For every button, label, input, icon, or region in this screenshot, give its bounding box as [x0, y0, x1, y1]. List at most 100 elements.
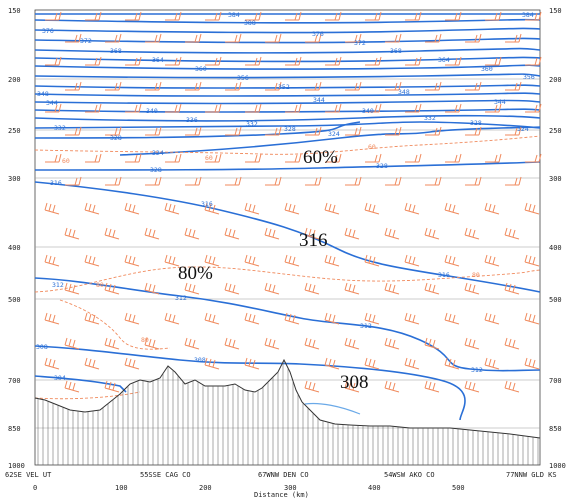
pressure-label-left: 850: [8, 425, 21, 433]
wind-barb: [45, 153, 62, 163]
pressure-label-right: 300: [549, 175, 562, 183]
isentrope-label: 312: [52, 281, 64, 289]
terrain-line: [34, 358, 541, 439]
wind-barb: [104, 380, 120, 393]
wind-barb: [85, 56, 102, 66]
wind-barb: [485, 153, 502, 163]
wind-barb: [345, 176, 362, 186]
wind-barb: [84, 357, 100, 370]
wind-barb: [84, 254, 100, 267]
wind-barb: [524, 357, 540, 370]
wind-barb: [424, 282, 440, 295]
isentrope-label: 372: [354, 39, 366, 47]
wind-barb: [105, 81, 122, 91]
plot-frame: [34, 9, 541, 466]
wind-barb: [205, 103, 222, 113]
isentrope-label: 324: [517, 125, 529, 133]
wind-barb: [504, 380, 520, 393]
wind-barb: [425, 126, 442, 136]
wind-barb: [504, 282, 520, 295]
location-label: 67WNW DEN CO: [258, 471, 309, 479]
wind-barb: [344, 282, 360, 295]
wind-barb: [505, 126, 522, 136]
isentrope-labels: 384 384 388 376 376 372 372 368 368 364 …: [36, 11, 535, 382]
wind-barb: [264, 227, 280, 240]
isentrope-label: 312: [471, 366, 483, 374]
wind-barb: [305, 176, 322, 186]
wind-barb: [384, 337, 400, 350]
wind-barb: [265, 126, 282, 136]
theta-308-annotation: 308: [340, 372, 369, 393]
wind-barb: [505, 176, 522, 186]
wind-barb: [125, 56, 142, 66]
isentrope-label: 332: [54, 124, 66, 132]
isentrope-label: 312: [360, 322, 372, 330]
wind-barb: [205, 153, 222, 163]
x-axis-label: Distance (km): [254, 491, 309, 499]
isentrope-label: 328: [110, 134, 122, 142]
isentrope-label: 304: [54, 374, 66, 382]
wind-barb: [265, 81, 282, 91]
wind-barb: [45, 11, 62, 21]
isentrope-label: 388: [244, 19, 256, 27]
isentrope-label: 348: [398, 88, 410, 96]
wind-barb: [365, 153, 382, 163]
wind-barb: [344, 380, 360, 393]
wind-barb: [264, 337, 280, 350]
wind-barb: [144, 227, 160, 240]
wind-barb: [265, 176, 282, 186]
wind-barb: [424, 337, 440, 350]
wind-barb: [485, 56, 502, 66]
isentrope-label: 324: [152, 149, 164, 157]
wind-barb: [84, 202, 100, 215]
wind-barb: [145, 176, 162, 186]
wind-barb: [144, 337, 160, 350]
wind-barb: [385, 33, 402, 43]
wind-barb: [364, 254, 380, 267]
wind-barb: [445, 103, 462, 113]
wind-barb: [145, 33, 162, 43]
wind-barb: [285, 153, 302, 163]
wind-barb: [504, 227, 520, 240]
isentrope-label: 368: [110, 47, 122, 55]
wind-barb: [484, 312, 500, 325]
wind-barb: [265, 33, 282, 43]
wind-barb: [325, 153, 342, 163]
wind-barb: [204, 312, 220, 325]
wind-barb: [385, 81, 402, 91]
wind-barb: [65, 176, 82, 186]
pressure-label-left: 1000: [8, 462, 25, 470]
wind-barb: [404, 357, 420, 370]
location-label: 62SE VEL UT: [5, 471, 52, 479]
wind-barb: [405, 153, 422, 163]
isentrope-label: 332: [246, 120, 258, 128]
wind-barb: [424, 227, 440, 240]
wind-barb: [524, 312, 540, 325]
wind-barb: [444, 312, 460, 325]
pressure-label-left: 700: [8, 377, 21, 385]
wind-barb: [505, 81, 522, 91]
isentrope-label: 348: [37, 90, 49, 98]
wind-barb: [345, 126, 362, 136]
wind-barb: [385, 126, 402, 136]
wind-barb: [245, 103, 262, 113]
wind-barb: [304, 282, 320, 295]
wind-barb: [104, 337, 120, 350]
wind-barb: [165, 11, 182, 21]
wind-barb: [284, 202, 300, 215]
wind-barb: [445, 56, 462, 66]
wind-barb: [405, 11, 422, 21]
x-tick-label: 100: [115, 484, 128, 492]
wind-barb: [45, 56, 62, 66]
wind-barb: [184, 282, 200, 295]
pressure-label-left: 300: [8, 175, 21, 183]
isentrope-label: 356: [237, 74, 249, 82]
isentrope-label: 344: [494, 98, 506, 106]
wind-barb: [445, 11, 462, 21]
wind-barb: [364, 312, 380, 325]
wind-barb: [165, 153, 182, 163]
wind-barb: [324, 202, 340, 215]
isentrope-label: 360: [195, 65, 207, 73]
wind-barb: [224, 227, 240, 240]
